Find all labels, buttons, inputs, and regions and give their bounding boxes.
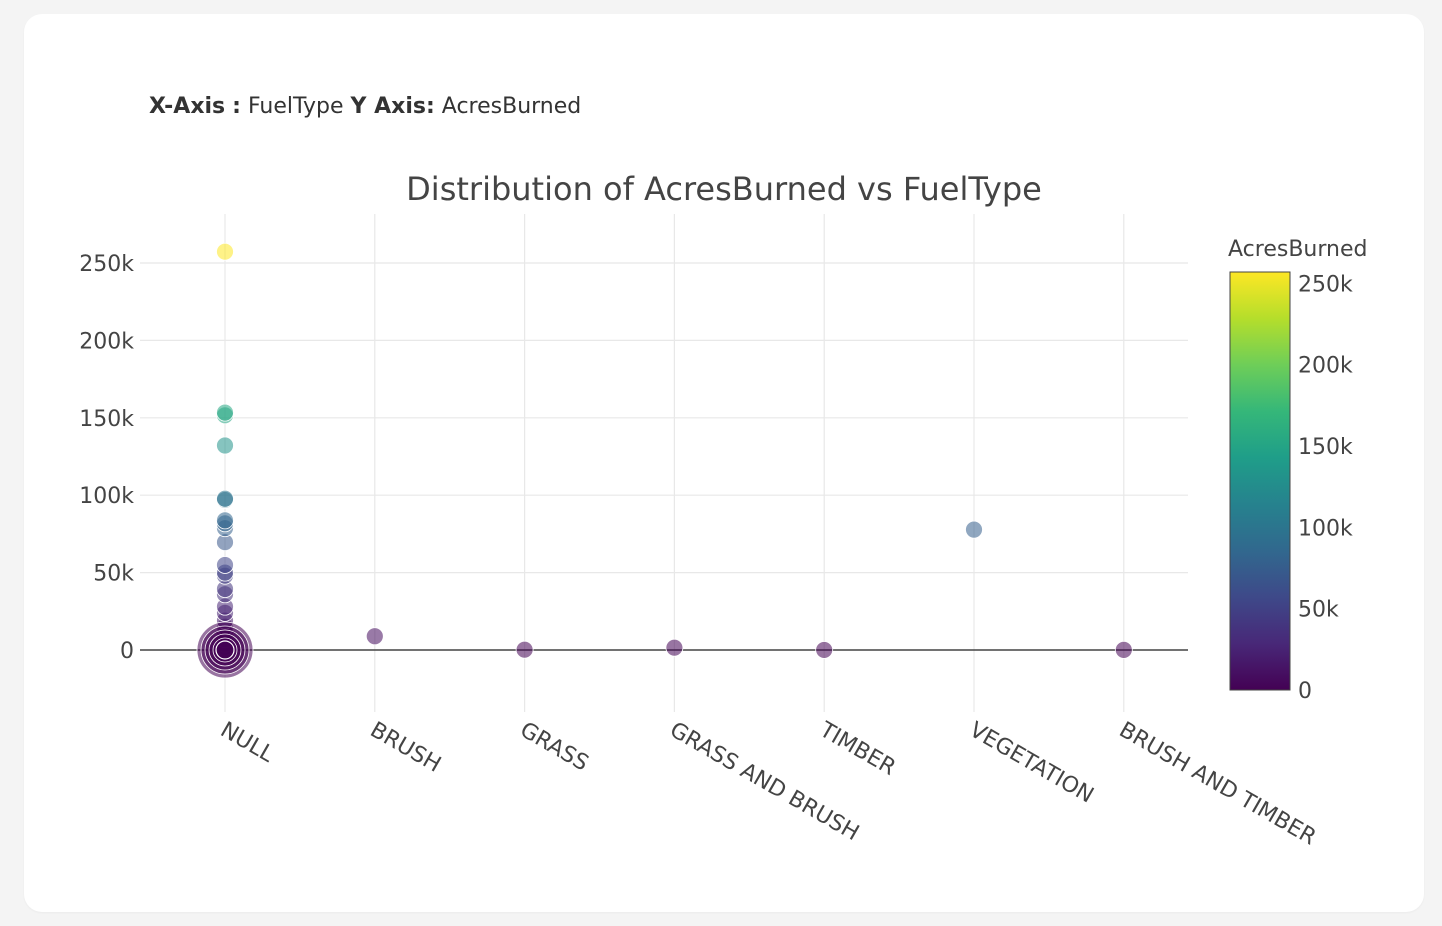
y-gridlines	[140, 262, 1188, 651]
y-tick-label: 100k	[79, 484, 134, 509]
y-tick-label: 200k	[79, 329, 134, 354]
chart-title: Distribution of AcresBurned vs FuelType	[406, 170, 1042, 208]
data-point	[216, 556, 234, 574]
x-axis-label: X-Axis	[149, 94, 226, 119]
data-point	[1114, 640, 1133, 659]
y-tick-label: 250k	[79, 252, 134, 277]
colorbar: AcresBurned 0 50k 100k 150k 200k 250k	[1228, 237, 1367, 704]
data-point	[365, 627, 384, 646]
y-axis-label: Y Axis:	[350, 94, 435, 119]
y-axis-value: AcresBurned	[441, 94, 582, 119]
data-point	[216, 242, 234, 261]
y-tick-label: 50k	[93, 562, 134, 587]
axis-selection-info: X-Axis : FuelType Y Axis: AcresBurned	[149, 94, 581, 119]
data-point	[215, 640, 235, 660]
chart-card	[24, 14, 1424, 912]
x-gridlines	[224, 214, 1125, 712]
y-tick-labels: 0 50k 100k 150k 200k 250k	[79, 252, 134, 664]
x-tick-label: VEGETATION	[965, 718, 1098, 809]
y-tick-label: 150k	[79, 407, 134, 432]
colorbar-tick-label: 50k	[1298, 598, 1339, 623]
data-point	[216, 403, 234, 422]
x-axis-value: FuelType	[247, 94, 344, 119]
x-axis-separator: :	[232, 94, 241, 119]
colorbar-tick-label: 0	[1298, 679, 1312, 704]
colorbar-tick-labels: 0 50k 100k 150k 200k 250k	[1298, 272, 1353, 704]
colorbar-tick-label: 100k	[1298, 516, 1353, 541]
y-tick-label: 0	[120, 639, 134, 664]
data-point	[216, 436, 234, 455]
x-tick-label: BRUSH AND TIMBER	[1115, 718, 1320, 851]
data-point	[815, 641, 834, 659]
x-tick-label: BRUSH	[366, 718, 445, 778]
data-point	[665, 638, 684, 657]
colorbar-gradient	[1229, 271, 1291, 691]
data-point	[216, 511, 234, 530]
colorbar-tick-label: 250k	[1298, 272, 1353, 297]
x-tick-label: NULL	[216, 718, 279, 769]
colorbar-title: AcresBurned	[1228, 237, 1367, 262]
x-tick-label: GRASS	[516, 718, 593, 777]
colorbar-tick-label: 150k	[1298, 435, 1353, 460]
data-points	[196, 242, 1133, 679]
data-point	[216, 489, 234, 508]
colorbar-tick-label: 200k	[1298, 354, 1353, 379]
x-tick-label: TIMBER	[814, 717, 899, 781]
data-point	[965, 520, 983, 539]
data-point	[515, 640, 534, 659]
